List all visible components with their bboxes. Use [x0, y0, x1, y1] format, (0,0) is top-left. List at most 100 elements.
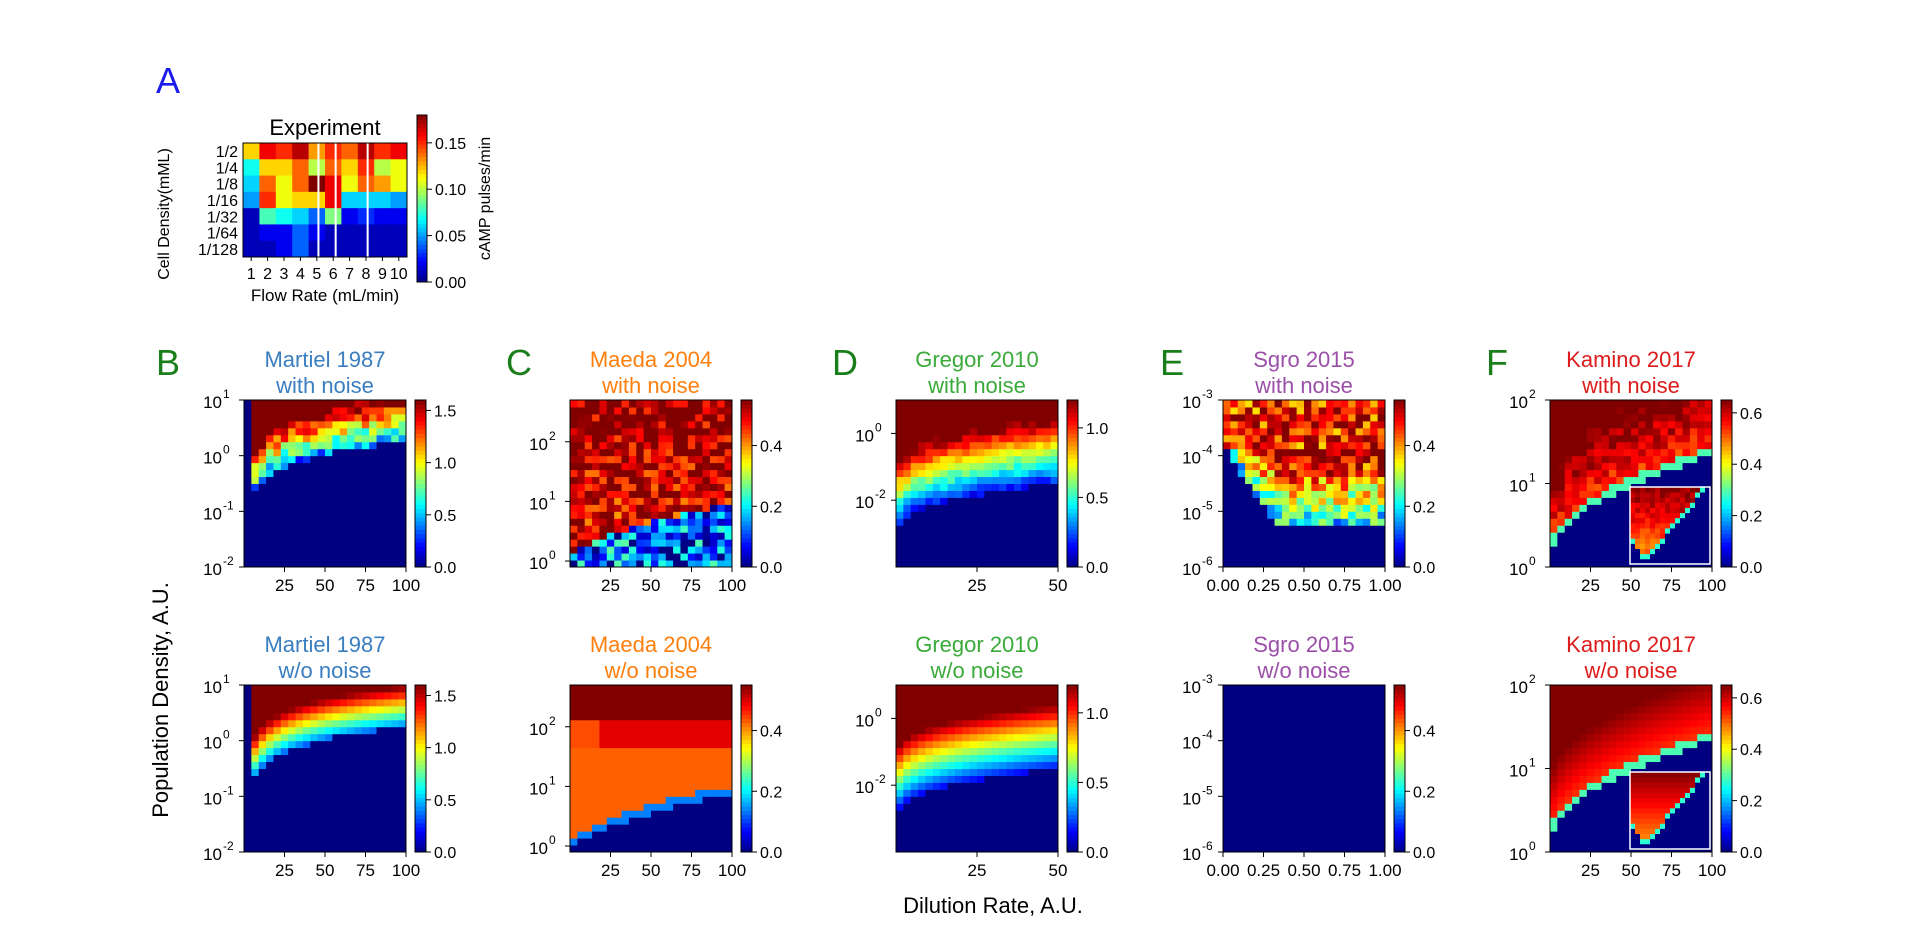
panel-B2-cell	[244, 705, 252, 714]
panel-D-colorbar-step	[1067, 420, 1078, 426]
panel-F-cell	[1586, 532, 1595, 540]
panel-F-cell	[1675, 448, 1684, 457]
panel-B-colorbar-step	[415, 462, 426, 468]
panel-B-colorbar-step	[415, 512, 426, 518]
panel-B-cell	[273, 546, 282, 554]
panel-C2-cell	[702, 845, 711, 852]
panel-C2-cell	[577, 691, 586, 700]
panel-F-inset-cell	[1630, 517, 1636, 524]
panel-F-cell	[1586, 434, 1595, 443]
panel-B-cell	[266, 539, 274, 547]
panel-B-cell	[288, 406, 297, 415]
panel-C2-cell	[621, 761, 630, 769]
panel-C-cell	[621, 434, 630, 443]
panel-B2-cell	[354, 768, 363, 776]
panel-B-cell	[347, 476, 355, 484]
panel-E-cell	[1362, 413, 1371, 422]
panel-B-cell	[383, 511, 392, 519]
panel-C2-cell	[643, 740, 652, 749]
panel-C2-cell	[606, 782, 615, 790]
panel-F-cell	[1550, 400, 1558, 408]
panel-B2-cell	[398, 761, 406, 769]
panel-F-cell	[1579, 476, 1588, 484]
panel-D-cell	[999, 448, 1007, 457]
panel-D-cell	[1035, 560, 1044, 567]
panel-D-cell	[999, 469, 1007, 478]
panel-C2-cell	[651, 733, 659, 742]
panel-C-cell	[643, 546, 652, 554]
panel-E-cell	[1304, 532, 1312, 540]
panel-C2-cell	[592, 817, 600, 825]
panel-E-cell	[1259, 560, 1268, 567]
panel-B-cell	[391, 406, 400, 415]
panel-B2-cell	[310, 719, 319, 728]
panel-C2-cell	[599, 754, 608, 763]
panel-F-cell	[1675, 462, 1684, 471]
panel-F-cell	[1638, 406, 1647, 415]
panel-E-cell	[1355, 546, 1364, 554]
panel-B2-cell	[251, 768, 260, 776]
panel-C2-cell	[651, 782, 659, 790]
panel-F-inset-cell	[1675, 548, 1681, 555]
panel-F-inset-cell	[1680, 528, 1686, 534]
panel-C2-colorbar-step	[741, 789, 752, 795]
panel-E-colorbar-step	[1394, 437, 1405, 443]
panel-C2-cell	[577, 796, 586, 804]
panel-D-cell	[940, 427, 949, 436]
panel-D2-cell	[991, 698, 1000, 707]
panel-D2-cell	[969, 775, 978, 783]
panel-B-cell	[244, 504, 252, 512]
panel-D-cell	[977, 504, 985, 512]
panel-F-cell	[1564, 462, 1573, 471]
panel-C-colorbar-step	[741, 400, 752, 405]
panel-B2-cell	[339, 712, 348, 721]
panel-E-cell	[1318, 455, 1327, 464]
panel-D2-cell	[910, 719, 919, 728]
panel-B-cell	[273, 497, 282, 505]
panel-D2-cell	[1006, 845, 1015, 852]
panel-D-cell	[984, 553, 993, 561]
panel-B2-cell	[361, 705, 370, 714]
panel-E-cell	[1377, 490, 1385, 498]
panel-F-cell	[1572, 434, 1580, 443]
panel-B2-cell	[244, 824, 252, 832]
panel-C2-cell	[577, 775, 586, 783]
panel-D-cell	[910, 518, 919, 526]
panel-B-cell	[317, 469, 326, 478]
panel-F-cell	[1557, 406, 1566, 415]
panel-F-colorbar-step	[1721, 512, 1732, 518]
panel-E-colorbar-step	[1394, 475, 1405, 480]
panel-F-cell	[1638, 420, 1647, 429]
panel-B-cell	[280, 455, 289, 464]
panel-F-cell	[1689, 469, 1698, 478]
panel-F-inset-cell	[1645, 533, 1651, 539]
panel-F-inset-cell	[1690, 507, 1696, 514]
panel-B-cell	[244, 553, 252, 561]
panel-B2-cell	[288, 831, 297, 839]
panel-D2-cell	[977, 761, 985, 769]
panel-F-inset-cell	[1705, 533, 1711, 539]
panel-D-cell	[991, 455, 1000, 464]
panel-C-cell	[687, 532, 696, 540]
panel-B-cell	[310, 553, 319, 561]
panel-F-inset-cell	[1685, 548, 1691, 555]
panel-B2-cell	[369, 831, 378, 839]
panel-B-cell	[280, 400, 289, 408]
panel-B-cell	[280, 441, 289, 450]
panel-F-inset-cell	[1655, 517, 1661, 524]
panel-D-cell	[947, 525, 956, 533]
panel-E-cell	[1267, 490, 1276, 498]
panel-D2-cell	[910, 691, 919, 700]
panel-D-cell	[947, 427, 956, 436]
panel-D-cell	[1028, 420, 1037, 429]
panel-B2-cell	[383, 754, 392, 763]
panel-C2-cell	[606, 789, 615, 797]
panel-B-cell	[251, 511, 260, 519]
panel-C-cell	[570, 546, 578, 554]
panel-C2-cell	[606, 726, 615, 735]
panel-C-cell	[651, 434, 659, 443]
panel-B-cell	[339, 469, 348, 478]
panel-D-cell	[977, 400, 985, 408]
panel-C-cell	[628, 532, 637, 540]
panel-B-cell	[273, 518, 282, 526]
